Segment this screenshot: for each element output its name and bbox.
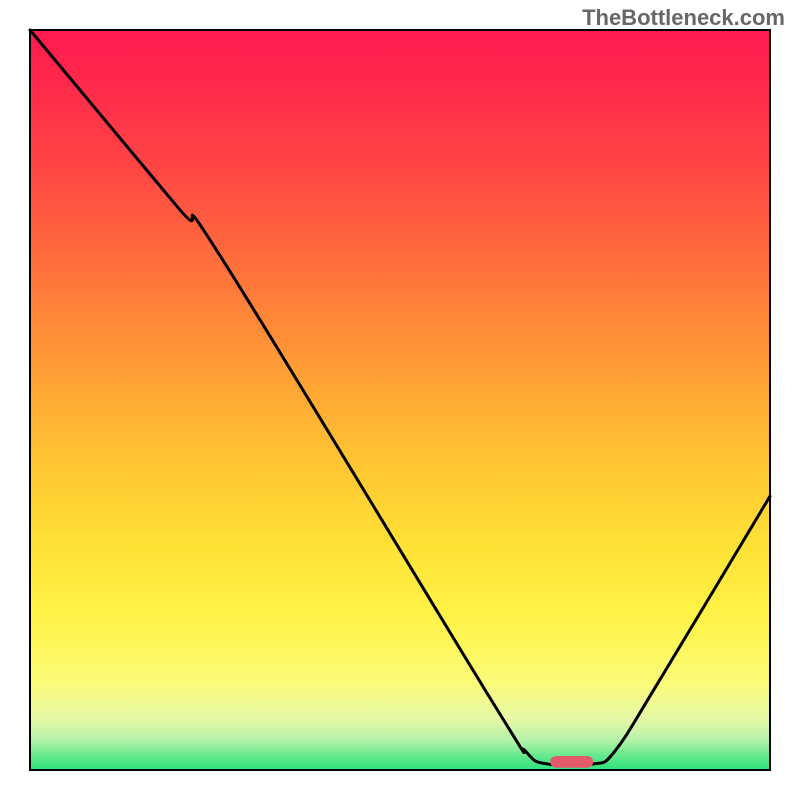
optimal-marker xyxy=(550,756,593,768)
watermark-text: TheBottleneck.com xyxy=(582,5,785,31)
bottleneck-chart xyxy=(0,0,800,800)
plot-background xyxy=(30,30,770,770)
